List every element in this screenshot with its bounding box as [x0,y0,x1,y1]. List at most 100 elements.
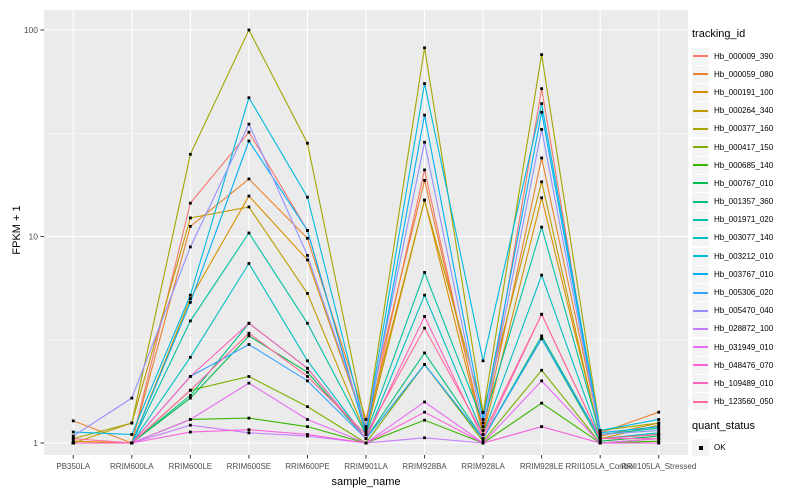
legend-label: Hb_000009_390 [714,51,774,61]
data-point [540,312,544,316]
data-point [306,366,309,370]
x-axis-title: sample_name [331,476,401,488]
data-point [247,321,251,325]
legend-label: Hb_000417_150 [714,142,774,152]
y-tick-label: 100 [24,25,38,35]
data-point [247,130,251,134]
x-tick-label: RRII105LA_Stressed [621,462,696,471]
legend-color-line-icon [693,182,708,185]
x-tick-label: RRIM901LA [344,462,388,471]
data-point [130,421,134,425]
data-point [306,141,309,145]
legend-key [692,211,709,229]
data-point [306,375,309,378]
data-point [247,194,251,198]
data-point [188,245,192,249]
data-point [481,418,485,421]
legend-color-line-icon [693,309,708,312]
legend-item: Hb_001357_360 [692,193,798,211]
data-point [423,436,426,440]
legend-label: Hb_001971_020 [714,215,774,225]
legend-key [692,156,709,174]
data-point [247,431,251,435]
data-point [540,334,544,338]
legend-key [692,439,709,457]
legend-key [692,356,709,374]
data-point [364,425,368,429]
legend-key [692,320,709,338]
data-point [247,205,251,209]
legend-label: Hb_109489_010 [714,378,774,388]
legend-label: Hb_000264_340 [714,106,774,116]
legend-item: Hb_005306_020 [692,283,798,302]
legend-key [692,138,709,156]
data-point [247,331,251,335]
data-point [71,439,75,443]
quant-legend-title: quant_status [692,419,755,432]
data-point [540,401,544,405]
data-point [188,319,192,323]
legend-color-line-icon [693,55,708,58]
data-point [423,315,426,318]
data-point [247,428,251,432]
legend-label: Hb_003767_010 [714,269,774,279]
data-point [188,297,192,301]
data-point [657,441,661,445]
legend-label: Hb_000767_010 [714,178,774,188]
data-point [598,431,602,435]
legend-label: Hb_028872_100 [714,324,774,334]
legend-color-line-icon [693,146,708,149]
data-point [130,396,134,400]
legend-label: Hb_003077_140 [714,233,774,243]
data-point [481,411,485,415]
legend-color-line-icon [693,382,708,385]
data-point [540,180,544,184]
x-tick-label: RRIM928LE [520,462,564,471]
data-point [188,201,192,205]
data-point [481,429,485,432]
data-point [540,53,544,57]
data-point [71,437,75,441]
legend-key [692,284,709,302]
data-point [598,429,602,432]
legend-item: Hb_048476_070 [692,356,798,374]
data-point [540,337,544,341]
data-point [423,178,426,182]
x-tick-label: RRIM600LE [169,462,213,471]
legend-color-line-icon [693,327,708,330]
legend-key [692,302,709,320]
y-tick-label: 1 [33,438,38,448]
data-point [188,396,192,400]
legend-item: Hb_123560_050 [692,393,798,411]
legend-label: Hb_005470_040 [714,306,774,316]
data-point [657,426,661,430]
data-point [71,430,75,434]
quant-ok-label: OK [714,443,726,453]
data-point [481,359,485,363]
data-point [188,224,192,228]
data-point [130,433,134,436]
legend-item: Hb_003767_010 [692,265,798,283]
legend-key [692,65,709,83]
legend: tracking_id Hb_000009_390 Hb_000059_080 Hb… [692,28,798,457]
legend-key [692,102,709,120]
legend-color-line-icon [693,109,708,112]
legend-label: Hb_000377_160 [714,124,774,134]
legend-color-line-icon [693,218,708,221]
data-point [188,152,192,156]
data-point [481,421,485,425]
y-tick-label: 10 [29,232,39,242]
legend-color-line-icon [693,273,708,276]
data-point [188,355,192,359]
legend-item: Hb_003077_140 [692,229,798,247]
data-point [540,273,544,277]
legend-label: Hb_123560_050 [714,397,774,407]
data-point [657,410,661,414]
quant-legend-item: OK [692,439,798,457]
data-point [247,177,251,181]
data-point [71,434,75,438]
legend-key [692,120,709,138]
data-point [481,433,485,436]
data-point [306,370,309,374]
